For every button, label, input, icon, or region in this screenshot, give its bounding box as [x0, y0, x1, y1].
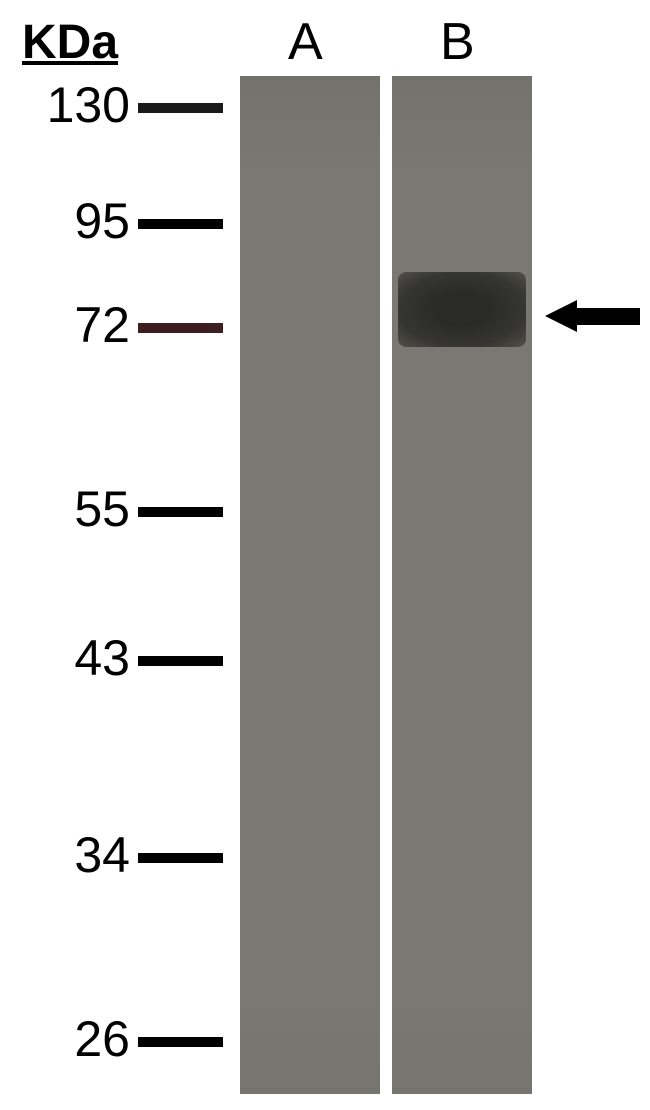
axis-title-kda: KDa	[22, 15, 118, 70]
tick-72	[138, 323, 223, 333]
arrow-head-icon	[545, 300, 577, 332]
lane-label-b: B	[440, 12, 475, 72]
arrow-shaft	[573, 308, 640, 325]
band-lane-b-0	[398, 272, 526, 347]
mw-label-43: 43	[74, 629, 130, 687]
mw-label-95: 95	[74, 192, 130, 250]
mw-label-72: 72	[74, 296, 130, 354]
tick-130	[138, 103, 223, 113]
tick-95	[138, 219, 223, 229]
tick-55	[138, 507, 223, 517]
mw-label-34: 34	[74, 826, 130, 884]
lane-b	[392, 76, 532, 1094]
mw-label-130: 130	[47, 76, 130, 134]
western-blot-figure: KDa 130 95 72 55 43 34 26 A B	[0, 0, 650, 1110]
lane-a	[240, 76, 380, 1094]
mw-label-26: 26	[74, 1010, 130, 1068]
mw-label-55: 55	[74, 480, 130, 538]
tick-26	[138, 1037, 223, 1047]
tick-43	[138, 656, 223, 666]
tick-34	[138, 853, 223, 863]
lane-label-a: A	[288, 12, 323, 72]
